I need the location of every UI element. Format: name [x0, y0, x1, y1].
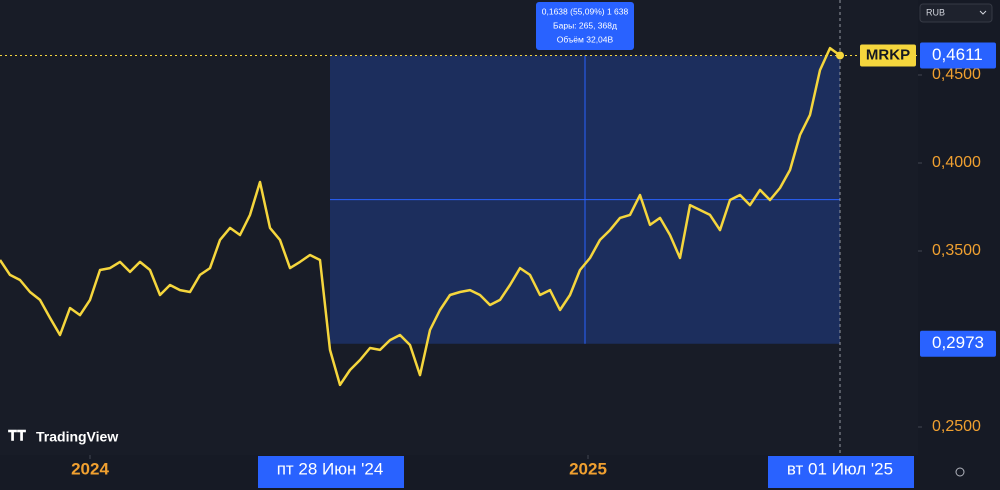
brand: TradingView: [36, 429, 118, 445]
dropdown-icon: [979, 10, 987, 15]
price-line: [0, 46, 841, 387]
last-price-box: [920, 42, 996, 69]
plot-area: [0, 0, 918, 455]
symbol-label: MRKP: [866, 46, 910, 63]
y-tick-label: 0,2500: [932, 418, 981, 435]
tooltip-line: Бары: 265, 368д: [553, 20, 617, 30]
end-date: вт 01 Июл '25: [787, 459, 893, 478]
start-date-box: [258, 456, 404, 488]
x-tick-label: 2024: [71, 459, 109, 478]
logo-mark: 𝐓𝐓: [8, 428, 26, 444]
symbol-box: [860, 44, 916, 67]
settings-icon[interactable]: [955, 467, 965, 477]
last-point: [836, 51, 844, 60]
end-date-box: [768, 456, 914, 488]
y-tick-label: 0,4500: [932, 66, 981, 83]
tooltip-line: Объём 32,04B: [557, 34, 614, 44]
x-tick-label: 2025: [569, 459, 607, 478]
tooltip-line: 0,1638 (55,09%) 1 638: [542, 6, 629, 16]
low-price-box: [920, 330, 996, 357]
last-price-label: 0,4611: [932, 45, 983, 64]
currency: RUB: [926, 7, 945, 17]
tooltip-box: [536, 2, 634, 50]
y-tick-label: 0,3500: [932, 242, 981, 259]
y-tick-label: 0,4000: [932, 154, 981, 171]
low-price-label: 0,2973: [932, 333, 984, 352]
start-date: пт 28 Июн '24: [277, 459, 384, 478]
currency-select[interactable]: [919, 3, 993, 23]
